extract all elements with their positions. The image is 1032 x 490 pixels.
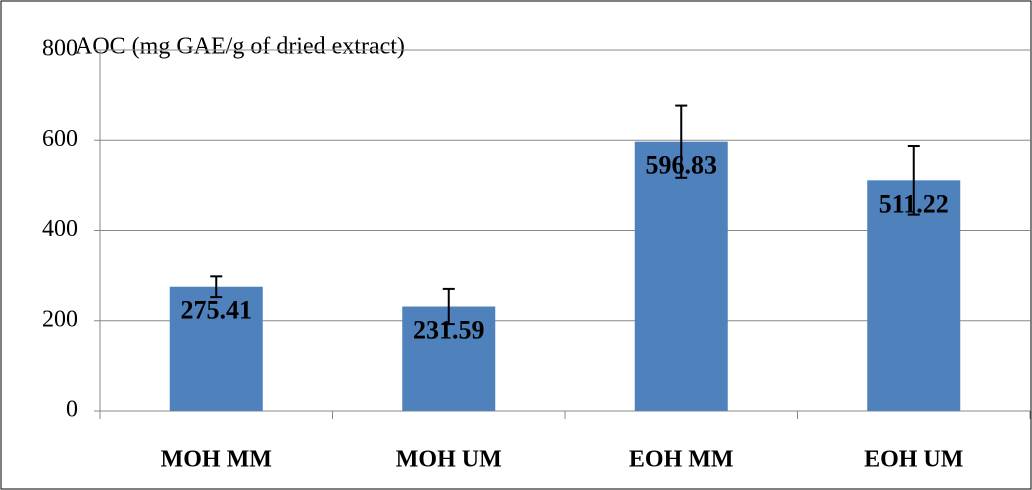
value-label: 275.41 [181,296,253,325]
bar [169,286,263,411]
y-tick-label: 400 [42,216,78,242]
bar [867,180,961,411]
y-tick-label: 0 [66,397,78,423]
value-label: 511.22 [879,189,949,218]
value-label: 596.83 [646,151,718,180]
x-tick-label: MOH MM [161,447,272,473]
x-tick-label: MOH UM [396,447,502,473]
y-tick-label: 600 [42,126,78,152]
y-tick-label: 200 [42,306,78,332]
x-tick-label: EOH MM [629,447,734,473]
y-tick-label: 800 [42,36,78,62]
x-tick-label: EOH UM [864,447,963,473]
axis-title: AOC (mg GAE/g of dried extract) [75,34,405,60]
value-label: 231.59 [413,315,485,344]
bar [634,141,728,411]
